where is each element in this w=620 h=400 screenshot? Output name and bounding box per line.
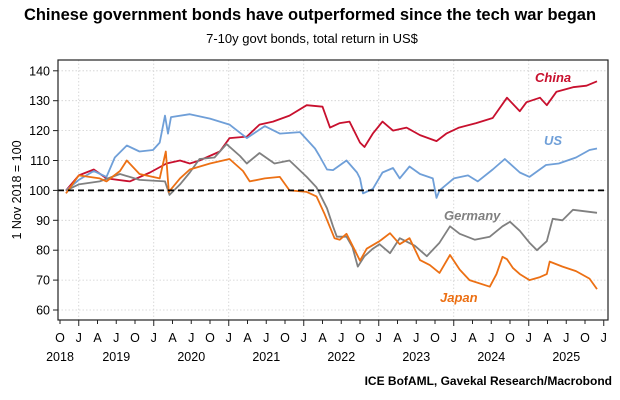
x-month-label: O xyxy=(505,331,515,345)
legend-japan: Japan xyxy=(440,290,478,305)
x-month-label: J xyxy=(263,331,269,345)
series-line-japan xyxy=(65,150,598,290)
chart-title: Chinese government bonds have outperform… xyxy=(24,6,596,24)
x-month-label: A xyxy=(393,331,402,345)
x-month-label: O xyxy=(355,331,365,345)
y-tick-label: 80 xyxy=(36,244,50,258)
series-line-us xyxy=(65,113,598,199)
x-month-label: J xyxy=(76,331,82,345)
x-month-label: J xyxy=(188,331,194,345)
x-month-label: J xyxy=(151,331,157,345)
x-month-label: A xyxy=(168,331,177,345)
x-month-label: J xyxy=(301,331,307,345)
x-month-label: J xyxy=(413,331,419,345)
x-month-label: J xyxy=(601,331,607,345)
x-month-label: J xyxy=(113,331,119,345)
x-year-label: 2018 xyxy=(46,350,74,364)
source-note: ICE BofAML, Gavekal Research/Macrobond xyxy=(365,374,612,388)
x-month-label: J xyxy=(226,331,232,345)
y-tick-label: 120 xyxy=(29,124,50,138)
legend-china: China xyxy=(535,70,571,85)
y-tick-label: 100 xyxy=(29,184,50,198)
x-month-label: A xyxy=(318,331,327,345)
x-month-label: J xyxy=(451,331,457,345)
y-tick-label: 110 xyxy=(30,154,50,168)
x-month-label: O xyxy=(580,331,590,345)
x-year-label: 2022 xyxy=(327,350,355,364)
x-month-label: J xyxy=(338,331,344,345)
legend-us: US xyxy=(544,133,562,148)
y-axis-label: 1 Nov 2018 = 100 xyxy=(10,140,24,239)
x-month-label: A xyxy=(93,331,102,345)
x-year-label: 2024 xyxy=(477,350,505,364)
y-tick-label: 140 xyxy=(29,64,50,78)
x-year-label: 2020 xyxy=(177,350,205,364)
x-year-label: 2025 xyxy=(552,350,580,364)
x-month-label: J xyxy=(563,331,569,345)
x-month-label: O xyxy=(280,331,290,345)
x-month-label: J xyxy=(376,331,382,345)
y-tick-label: 130 xyxy=(29,94,50,108)
x-year-label: 2023 xyxy=(402,350,430,364)
y-tick-label: 70 xyxy=(36,274,50,288)
series-line-germany xyxy=(65,143,598,268)
series-line-china xyxy=(65,80,598,191)
x-month-label: O xyxy=(430,331,440,345)
x-month-label: A xyxy=(468,331,477,345)
y-tick-label: 90 xyxy=(36,214,50,228)
y-axis: 60 70 80 90 100 110 120 130 140 xyxy=(29,64,58,318)
legend: China US Germany Japan xyxy=(440,70,571,305)
legend-germany: Germany xyxy=(444,208,501,223)
chart-subtitle: 7-10y govt bonds, total return in US$ xyxy=(206,31,419,46)
x-month-label: O xyxy=(130,331,140,345)
x-month-label: J xyxy=(488,331,494,345)
x-month-label: J xyxy=(526,331,532,345)
x-month-label: O xyxy=(55,331,65,345)
x-year-label: 2021 xyxy=(252,350,280,364)
x-month-label: A xyxy=(243,331,252,345)
y-tick-label: 60 xyxy=(36,304,50,318)
x-year-label: 2019 xyxy=(102,350,130,364)
series-lines xyxy=(65,80,598,290)
x-month-label: A xyxy=(543,331,552,345)
x-month-label: O xyxy=(205,331,215,345)
